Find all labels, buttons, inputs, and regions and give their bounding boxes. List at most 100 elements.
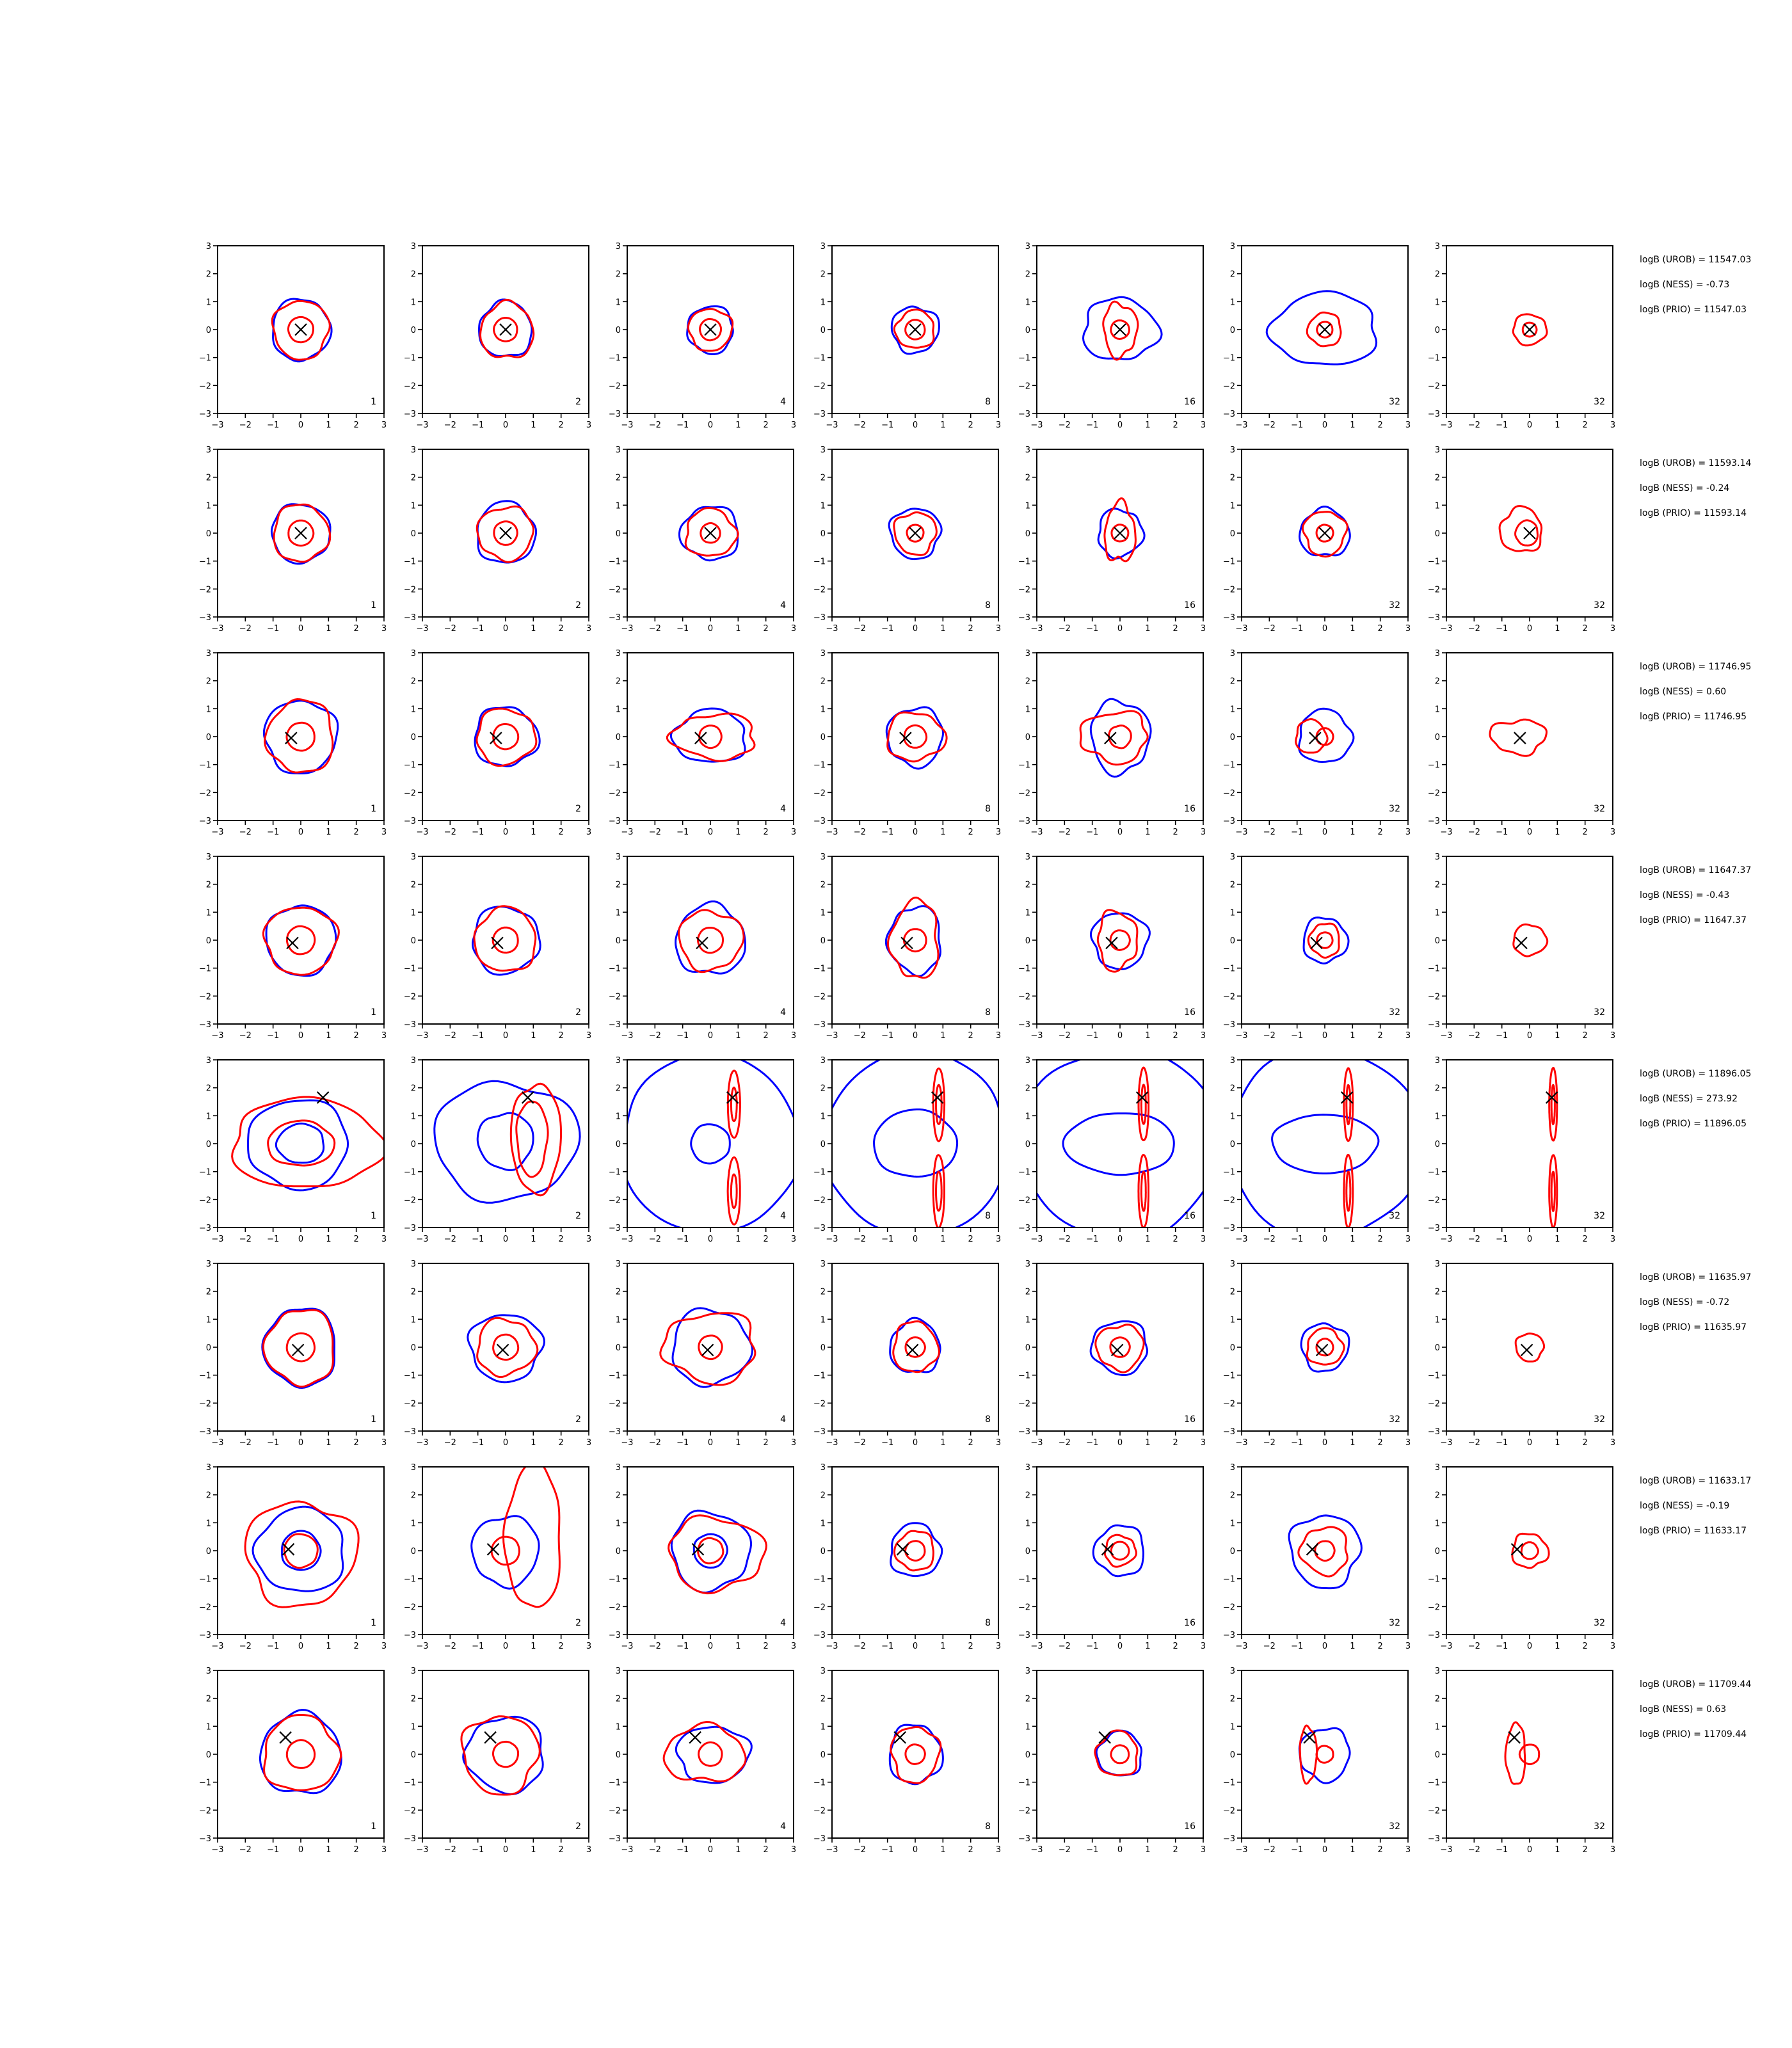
y-tick-label: −2 <box>813 992 826 1002</box>
x-tick-label: −1 <box>881 1845 893 1855</box>
x-tick-label: 3 <box>1405 1031 1411 1041</box>
y-tick-label: −1 <box>404 1168 416 1178</box>
y-tick-label: −2 <box>1428 788 1440 798</box>
inner-contour <box>1110 319 1130 340</box>
panel-frame <box>1036 1466 1204 1635</box>
y-tick-label: 0 <box>1025 326 1030 335</box>
inner-contour <box>283 1533 319 1569</box>
panel-count-label: 16 <box>1184 1007 1196 1018</box>
panel: −3 −2 −1 0 1 2 3 −3 −2 −1 0 1 2 3 16 <box>1018 1056 1206 1244</box>
x-tick-label: −2 <box>649 624 661 634</box>
y-tick-label: 1 <box>206 1722 211 1732</box>
x-tick-label: 0 <box>1322 420 1327 430</box>
y-tick-label: −2 <box>813 1196 826 1205</box>
x-tick-label: 3 <box>1201 1845 1206 1855</box>
inner-contour <box>904 1743 926 1765</box>
true-location-marker <box>1523 323 1536 336</box>
outer-contour <box>690 1123 731 1165</box>
x-tick-label: −2 <box>854 1235 866 1244</box>
x-tick-label: −3 <box>826 1438 838 1448</box>
panel-count-label: 8 <box>985 600 991 611</box>
x-tick-label: 1 <box>940 828 945 837</box>
panel: −3 −2 −1 0 1 2 3 −3 −2 −1 0 1 2 3 1 <box>199 649 387 837</box>
x-tick-label: −1 <box>1291 1642 1303 1651</box>
x-tick-label: 0 <box>298 624 303 634</box>
x-tick-label: 3 <box>1610 420 1615 430</box>
inner-contour <box>893 1530 934 1572</box>
x-tick-label: −1 <box>676 1642 689 1651</box>
x-tick-label: −3 <box>1235 1642 1247 1651</box>
y-tick-label: −3 <box>1018 1224 1030 1233</box>
x-tick-label: 1 <box>531 1235 536 1244</box>
y-tick-label: −3 <box>1223 1427 1235 1437</box>
log-bayes-factor-label: logB (PRIO) = 11709.44 <box>1640 1729 1747 1740</box>
inner-contour <box>1315 1338 1334 1357</box>
panel: −3 −2 −1 0 1 2 3 −3 −2 −1 0 1 2 3 2 <box>404 1056 591 1244</box>
x-tick-label: −2 <box>444 624 456 634</box>
panel-count-label: 1 <box>371 1007 376 1018</box>
x-tick-label: −2 <box>1263 1031 1276 1041</box>
x-tick-label: −1 <box>676 420 689 430</box>
x-tick-label: 0 <box>913 1642 918 1651</box>
x-tick-label: 2 <box>1173 1845 1178 1855</box>
inner-contour <box>890 1726 942 1784</box>
x-tick-label: 0 <box>1117 1235 1123 1244</box>
true-location-marker <box>1523 527 1536 540</box>
y-tick-label: −1 <box>1223 1575 1235 1585</box>
y-tick-label: 3 <box>1230 1056 1235 1066</box>
y-tick-label: 0 <box>820 1750 826 1760</box>
x-tick-label: −3 <box>826 828 838 837</box>
x-tick-label: 2 <box>1173 1642 1178 1651</box>
panel: −3 −2 −1 0 1 2 3 −3 −2 −1 0 1 2 3 16 <box>1018 852 1206 1041</box>
x-tick-label: −3 <box>1235 420 1247 430</box>
inner-contour <box>267 1119 336 1167</box>
outer-contour <box>1271 1114 1380 1174</box>
panel: −3 −2 −1 0 1 2 3 −3 −2 −1 0 1 2 3 8 <box>813 1056 1001 1244</box>
x-tick-label: 0 <box>913 624 918 634</box>
y-tick-label: 2 <box>411 881 416 890</box>
x-tick-label: −2 <box>854 420 866 430</box>
x-tick-label: −3 <box>1440 1031 1452 1041</box>
true-location-marker <box>1310 936 1323 950</box>
y-tick-label: 2 <box>820 881 826 890</box>
x-tick-label: 3 <box>1610 1031 1615 1041</box>
true-location-marker <box>909 323 922 336</box>
y-tick-label: 2 <box>1025 270 1030 280</box>
x-tick-label: −1 <box>1496 1642 1508 1651</box>
x-tick-label: 1 <box>1350 624 1355 634</box>
panel: −3 −2 −1 0 1 2 3 −3 −2 −1 0 1 2 3 4 <box>609 1463 796 1651</box>
x-tick-label: 1 <box>1145 828 1150 837</box>
panel-frame <box>1241 856 1409 1025</box>
y-tick-label: −3 <box>404 1020 416 1030</box>
y-tick-label: −3 <box>609 1834 621 1844</box>
x-tick-label: −3 <box>416 1031 428 1041</box>
y-tick-label: −1 <box>1018 1168 1030 1178</box>
x-tick-label: 2 <box>1378 1438 1383 1448</box>
y-tick-label: 1 <box>1025 298 1030 307</box>
y-tick-label: 2 <box>206 881 211 890</box>
y-tick-label: 1 <box>1435 908 1440 918</box>
y-tick-label: −3 <box>199 410 211 419</box>
panel-count-label: 8 <box>985 397 991 407</box>
x-tick-label: 0 <box>503 420 508 430</box>
x-tick-label: −2 <box>444 1438 456 1448</box>
x-tick-label: −3 <box>416 1845 428 1855</box>
panel-count-label: 8 <box>985 804 991 814</box>
panel-frame <box>1036 1670 1204 1839</box>
y-tick-label: −1 <box>609 1575 621 1585</box>
x-tick-label: 2 <box>559 828 564 837</box>
x-tick-label: 0 <box>708 828 713 837</box>
x-tick-label: 1 <box>531 828 536 837</box>
y-tick-label: 3 <box>1435 242 1440 252</box>
x-tick-label: −1 <box>676 1845 689 1855</box>
y-tick-label: 3 <box>1435 1463 1440 1473</box>
x-tick-label: 3 <box>381 1031 387 1041</box>
x-tick-label: 2 <box>1378 1642 1383 1651</box>
x-tick-label: −1 <box>267 1031 279 1041</box>
x-tick-label: 3 <box>1201 1438 1206 1448</box>
y-tick-label: −2 <box>1428 1806 1440 1816</box>
x-tick-label: 3 <box>1405 624 1411 634</box>
y-tick-label: 2 <box>1230 1288 1235 1297</box>
y-tick-label: 3 <box>411 1463 416 1473</box>
panel: −3 −2 −1 0 1 2 3 −3 −2 −1 0 1 2 3 32 <box>1223 1463 1411 1651</box>
